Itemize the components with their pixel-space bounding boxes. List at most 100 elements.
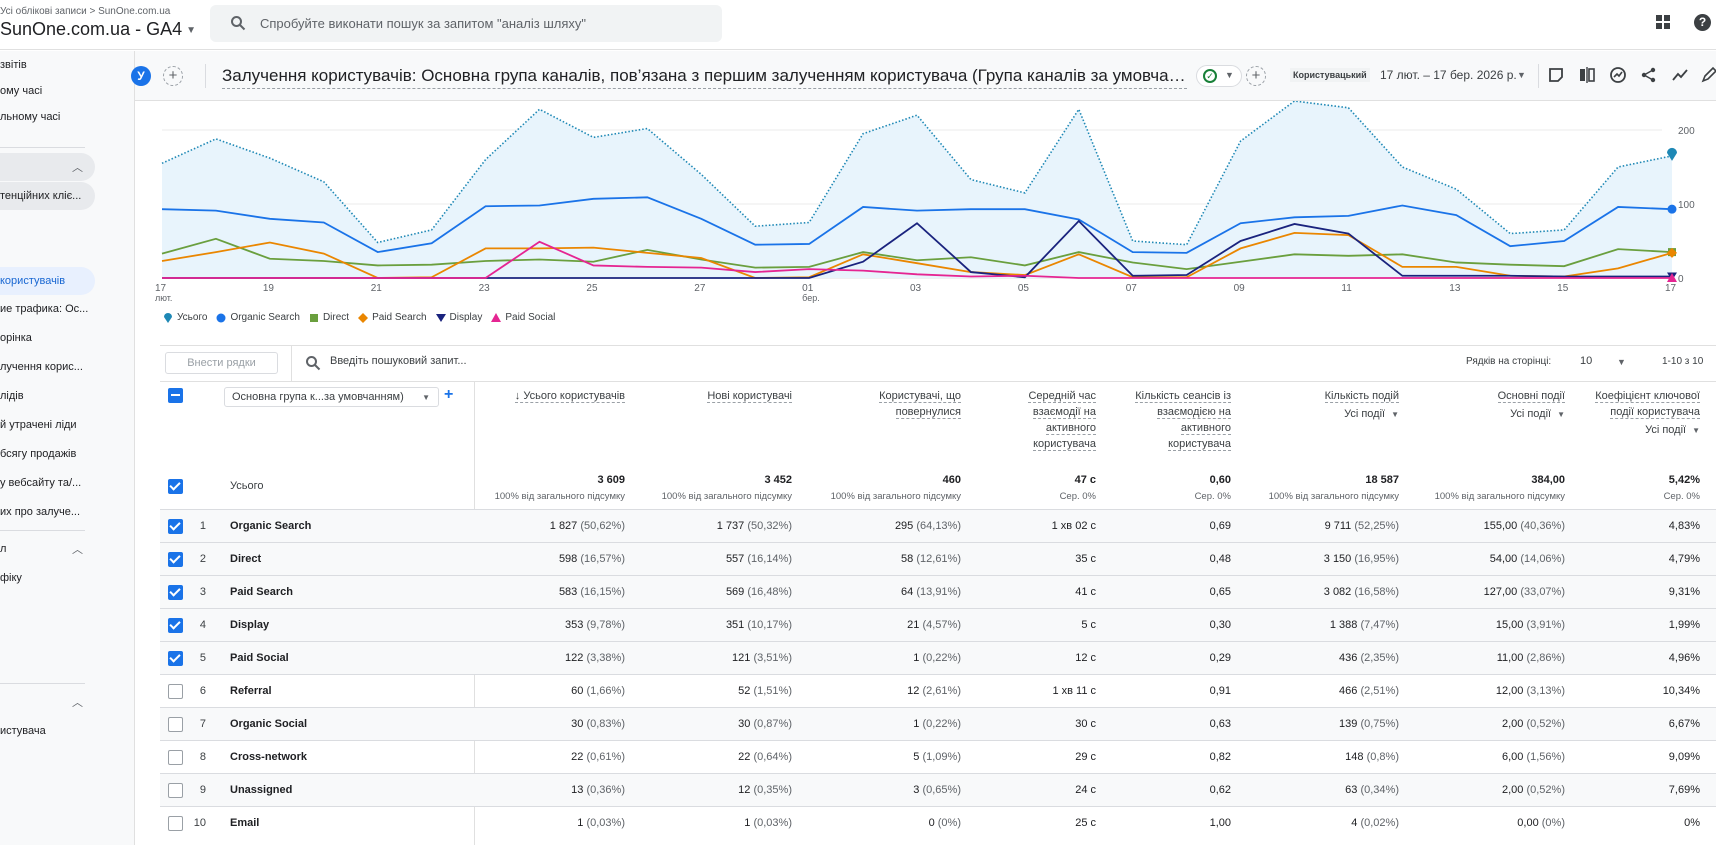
metric-value: 0,62 [1209,784,1231,796]
edit-icon[interactable] [1700,66,1716,84]
column-header[interactable]: ↓ Усього користувачів [445,388,625,404]
metric-value: 24 с [1075,784,1096,796]
compare-icon[interactable] [1578,66,1596,84]
report-title[interactable]: Залучення користувачів: Основна група ка… [222,66,1187,89]
help-icon[interactable]: ? [1694,14,1711,31]
sidebar-item[interactable]: истувача [0,725,46,737]
legend-item[interactable]: Paid Social [491,312,555,323]
property-selector[interactable]: SunOne.com.ua - GA4 ▼ [0,19,196,40]
comparison-avatar[interactable]: У [131,66,151,86]
column-header[interactable]: Основні події Усі події ▼ [1415,388,1565,423]
metric-value: 60 [571,685,584,697]
row-checkbox[interactable] [168,816,183,831]
metric-value: 13 [571,784,584,796]
column-header[interactable]: Кількість подій Усі події ▼ [1249,388,1399,423]
legend-item[interactable]: Paid Search [358,312,427,323]
chevron-down-icon[interactable]: ▼ [1517,70,1526,80]
row-checkbox[interactable] [168,585,183,600]
table-row[interactable]: 4 Display 353 (9,78%) 351 (10,17%) 21 (4,57%… [160,608,1716,641]
table-row[interactable]: 8 Cross-network 22 (0,61%) 22 (0,64%) 5 (1,0… [160,740,1716,773]
chevron-up-icon[interactable]: ︿ [72,544,83,556]
event-filter-select[interactable]: Усі події ▼ [1590,422,1700,439]
sidebar-item-user-acquisition[interactable]: користувачів [0,267,95,295]
row-checkbox[interactable] [168,651,183,666]
dimension-select[interactable]: Основна група к...за умовчанням) ▼ [224,387,439,407]
chevron-down-icon[interactable]: ▼ [1617,357,1626,367]
add-comparison-button[interactable]: + [163,66,183,86]
sidebar-item[interactable]: у вебсайту та/... [0,477,82,489]
legend-label: Paid Search [372,312,427,323]
row-checkbox[interactable] [168,750,183,765]
table-row[interactable]: 9 Unassigned 13 (0,36%) 12 (0,35%) 3 (0,65%)… [160,773,1716,806]
legend-item[interactable]: Усього [163,312,207,323]
metric-cell: 0,30 [1071,619,1231,631]
event-filter-select[interactable]: Усі події ▼ [1415,406,1565,423]
sidebar-item[interactable]: орінка [0,332,32,344]
metric-value: 3 [913,784,920,796]
row-checkbox[interactable] [168,783,183,798]
sidebar-item[interactable]: льному часі [0,111,61,123]
column-header[interactable]: Середній час взаємодії на активного кори… [1006,388,1096,452]
metric-value: 0,63 [1209,718,1231,730]
data-quality-chip[interactable]: ✓ ▼ [1196,65,1242,87]
apps-icon[interactable] [1656,15,1670,29]
sidebar-item[interactable]: фіку [0,572,22,584]
table-row[interactable]: 3 Paid Search 583 (16,15%) 569 (16,48%) 64 (… [160,575,1716,608]
row-checkbox[interactable] [168,552,183,567]
add-filter-button[interactable]: + [1246,66,1266,86]
metric-cell: 3 082 (16,58%) [1239,586,1399,598]
chevron-up-icon[interactable]: ︿ [72,697,83,709]
table-search-input[interactable]: Введіть пошуковий запит... [330,355,467,367]
sidebar-section-header[interactable]: л [0,543,7,555]
legend-item[interactable]: Display [435,312,482,323]
sidebar-item[interactable]: тенційних кліє... [0,182,95,210]
table-row[interactable]: 1 Organic Search 1 827 (50,62%) 1 737 (50,3… [160,509,1716,542]
legend-item[interactable]: Direct [309,312,349,323]
column-header[interactable]: Кількість сеансів із взаємодією на актив… [1121,388,1231,452]
column-header[interactable]: Нові користувачі [642,388,792,404]
sidebar-item[interactable]: ие трафика: Ос... [0,303,89,315]
column-header[interactable]: Коефіцієнт ключової події користувача Усі… [1590,388,1700,439]
metric-value: 0,65 [1209,586,1231,598]
sidebar-item[interactable]: ому часі [0,85,43,97]
sidebar-item[interactable]: бсягу продажів [0,448,77,460]
sidebar-item[interactable]: звітів [0,59,27,71]
totals-checkbox[interactable] [168,479,183,494]
sidebar-item[interactable]: лучення корис... [0,361,83,373]
share-icon[interactable] [1640,66,1658,84]
metric-cell: 1 хв 11 с [936,685,1096,697]
sidebar-item[interactable]: й утрачені ліди [0,419,77,431]
sidebar-section-header[interactable] [0,153,95,181]
row-checkbox[interactable] [168,519,183,534]
event-filter-select[interactable]: Усі події ▼ [1249,406,1399,423]
table-row[interactable]: 2 Direct 598 (16,57%) 557 (16,14%) 58 (12,61… [160,542,1716,575]
row-checkbox[interactable] [168,684,183,699]
add-dimension-button[interactable]: + [444,386,454,403]
metric-cell: 4,96% [1540,652,1700,664]
note-icon[interactable] [1547,66,1565,84]
chevron-up-icon[interactable]: ︿ [72,162,83,174]
rows-per-page-label: Рядків на сторінці: [1466,356,1552,367]
global-search[interactable]: Спробуйте виконати пошук за запитом "ана… [210,5,722,42]
metric-cell: 3 (0,65%) [801,784,961,796]
sidebar-item[interactable]: их про залуче... [0,506,81,518]
legend-item[interactable]: Organic Search [216,312,300,323]
add-rows-button[interactable]: Внести рядки [165,352,278,374]
rows-per-page-select[interactable]: 10 [1580,355,1593,367]
table-row[interactable]: 10 Email 1 (0,03%) 1 (0,03%) 0 (0%) 25 с 1,00 4… [160,806,1716,839]
row-checkbox[interactable] [168,717,183,732]
trend-icon[interactable] [1671,66,1689,84]
insights-icon[interactable] [1609,66,1627,84]
breadcrumb[interactable]: Усі облікові записи > SunOne.com.ua [0,6,171,17]
select-all-checkbox[interactable] [168,388,183,403]
column-header[interactable]: Користувачі, що повернулися [811,388,961,420]
table-row[interactable]: 6 Referral 60 (1,66%) 52 (1,51%) 12 (2,61%) 1… [160,674,1716,707]
sidebar-item[interactable]: лідів [0,390,24,402]
row-checkbox[interactable] [168,618,183,633]
table-row[interactable]: 5 Paid Social 122 (3,38%) 121 (3,51%) 1 (0,2… [160,641,1716,674]
metric-percent: (3,38%) [586,652,625,664]
channel-name: Email [230,817,260,829]
table-row[interactable]: 7 Organic Social 30 (0,83%) 30 (0,87%) 1 (0,… [160,707,1716,740]
date-range-picker[interactable]: 17 лют. – 17 бер. 2026 р. [1380,68,1517,82]
